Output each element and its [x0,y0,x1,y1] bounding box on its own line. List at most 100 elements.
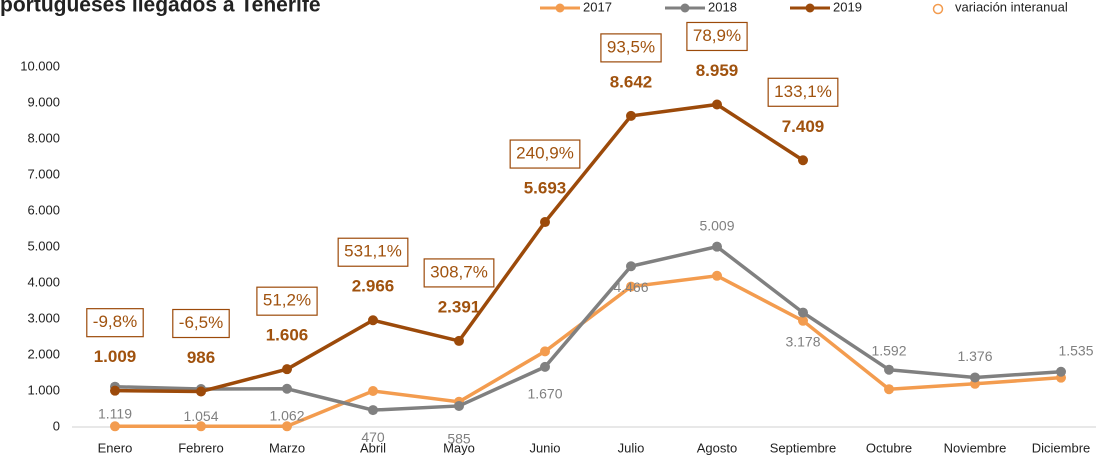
data-label: 2.966 [352,277,395,296]
legend-marker [555,3,565,13]
x-tick-label: Marzo [269,440,305,455]
data-label: 5.693 [524,179,567,198]
variation-box [337,237,409,267]
point [540,346,550,357]
point [884,364,894,375]
data-label: 1.009 [94,347,137,366]
data-label: 3.178 [785,333,820,349]
point [798,315,808,326]
y-tick-label: 1.000 [27,382,60,397]
y-tick-label: 5.000 [27,238,60,253]
point [540,361,550,372]
series-line [114,102,804,394]
data-label: 7.409 [782,117,825,136]
point [884,384,894,395]
point [798,307,808,318]
variation-box [509,139,581,169]
x-tick-label: Agosto [697,440,737,455]
data-label: 585 [447,431,471,447]
data-label: 1.606 [266,326,309,345]
x-tick-label: Octubre [866,440,912,455]
data-label: 8.642 [610,72,653,91]
variation-label: -6,5% [179,313,223,332]
point [626,110,636,121]
legend-label: 2018 [708,0,737,14]
variation-box [600,33,662,63]
point [970,372,980,383]
y-tick-label: 8.000 [27,130,60,145]
y-tick-label: 3.000 [27,310,60,325]
point [712,241,722,252]
legend-marker [932,3,944,15]
legend-label: 2017 [583,0,612,14]
point [110,385,120,396]
legend-label: 2019 [833,0,862,14]
legend-marker [680,3,690,13]
variation-box [172,308,230,339]
x-tick-label: Julio [618,440,645,455]
point [368,386,378,396]
x-tick-label: Mayo [443,440,475,455]
data-label: 1.535 [1058,342,1093,358]
x-tick-label: Diciembre [1032,440,1091,455]
chart-title: portugueses llegados a Tenerife [0,0,321,17]
point [282,383,292,394]
point [540,217,550,228]
point [110,421,120,432]
data-label: 1.054 [183,408,218,424]
y-tick-label: 0 [53,418,60,433]
variation-box [256,286,318,316]
series-line [114,244,1062,412]
data-label: 8.959 [696,61,739,80]
variation-box [767,77,839,107]
point [282,421,292,432]
data-label: 1.376 [957,348,992,364]
data-label: 986 [187,348,215,367]
point [626,281,636,292]
variation-box [423,258,495,288]
y-tick-label: 6.000 [27,202,60,217]
variation-label: 531,1% [344,242,402,261]
data-label: 1.062 [269,407,304,423]
x-tick-label: Enero [98,440,133,455]
point [196,421,206,432]
variation-label: 240,9% [516,144,574,163]
point [1056,366,1066,377]
y-tick-label: 9.000 [27,94,60,109]
point [454,335,464,346]
variation-label: -9,8% [93,312,137,331]
data-label: 470 [361,429,385,445]
variation-label: 308,7% [430,262,488,281]
variation-box [686,21,748,52]
point [282,364,292,375]
y-tick-label: 10.000 [20,58,60,73]
variation-label: 78,9% [693,26,741,45]
data-label: 1.592 [871,342,906,358]
point [368,315,378,326]
variation-label: 93,5% [607,37,655,56]
x-tick-label: Septiembre [770,440,836,455]
y-tick-label: 2.000 [27,346,60,361]
legend-label: variación interanual [955,0,1068,14]
x-tick-label: Noviembre [944,440,1007,455]
x-tick-label: Junio [529,440,560,455]
point [626,261,636,272]
variation-label: 51,2% [263,291,311,310]
point [196,386,206,397]
y-tick-label: 7.000 [27,166,60,181]
point [712,270,722,281]
point [798,155,808,166]
data-label: 1.670 [527,386,562,402]
legend-marker [805,3,815,13]
data-label: 5.009 [699,217,734,233]
variation-label: 133,1% [774,82,832,101]
x-tick-label: Abril [360,440,386,455]
data-label: 4.466 [613,279,648,295]
point [368,405,378,416]
x-tick-label: Febrero [178,440,224,455]
data-label: 2.391 [438,297,481,316]
data-label: 1.119 [98,405,132,421]
variation-box [86,308,144,338]
y-tick-label: 4.000 [27,274,60,289]
